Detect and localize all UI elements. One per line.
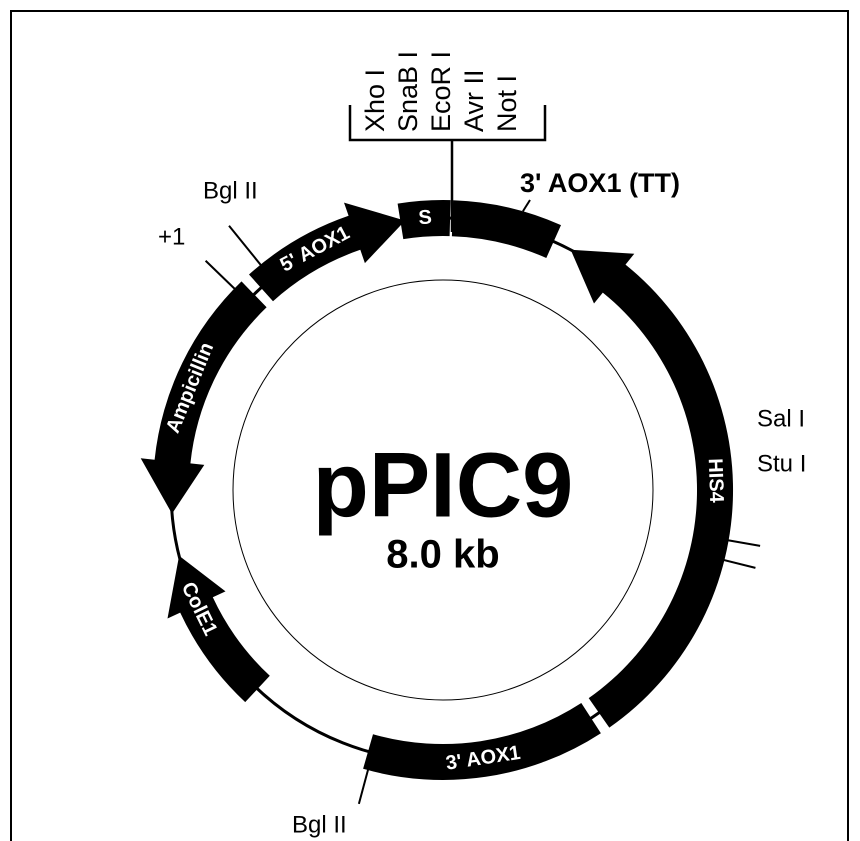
mcs-site-label: Not I	[492, 75, 522, 132]
site-tick	[204, 260, 251, 304]
feature-arc	[397, 200, 451, 240]
feature-label: HIS4	[704, 458, 728, 504]
leader-line	[522, 199, 531, 212]
site-label: +1	[158, 223, 185, 250]
site-label: Sal I	[757, 405, 805, 432]
plasmid-size: 8.0 kb	[386, 533, 499, 577]
feature-arc	[451, 200, 561, 258]
mcs-site-label: SnaB I	[393, 51, 423, 132]
site-tick	[707, 535, 761, 547]
frame	[10, 10, 849, 841]
mcs-site-label: EcoR I	[426, 51, 456, 132]
plasmid-name: pPIC9	[313, 434, 574, 536]
site-tick	[228, 225, 275, 282]
site-tick	[703, 554, 756, 569]
feature-arc	[167, 555, 270, 703]
site-label: Stu I	[757, 450, 806, 477]
site-tick	[357, 749, 375, 805]
mcs-bracket	[348, 105, 547, 232]
site-label: Bgl II	[292, 811, 347, 838]
feature-arc	[363, 703, 601, 781]
mcs-site-label: Avr II	[459, 69, 489, 132]
inner-circle	[232, 279, 654, 701]
feature-label: S	[418, 206, 433, 229]
feature-label: 3' AOX1 (TT)	[520, 168, 680, 198]
mcs-site-label: Xho I	[360, 69, 390, 132]
feature-arc	[140, 281, 267, 514]
site-label: Bgl II	[203, 177, 258, 204]
feature-arc	[249, 202, 406, 302]
feature-arc	[570, 249, 734, 728]
